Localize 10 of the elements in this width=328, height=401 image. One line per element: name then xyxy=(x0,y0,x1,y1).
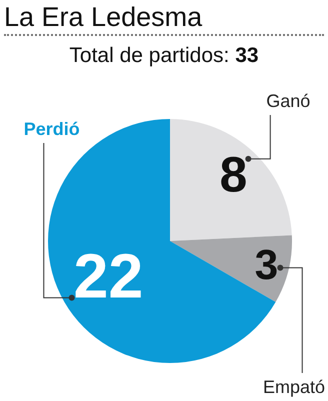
pie-slice xyxy=(170,235,292,302)
pie-slice xyxy=(170,119,292,241)
slice-label: Ganó xyxy=(266,91,310,111)
chart-subtitle: Total de partidos: 33 xyxy=(68,44,260,69)
data-label: 8 xyxy=(220,146,248,203)
slice-label: Empató xyxy=(262,377,326,397)
chart-title: La Era Ledesma xyxy=(3,1,204,34)
data-label: 3 xyxy=(254,240,278,288)
data-label: 22 xyxy=(74,242,144,312)
slice-label: Perdió xyxy=(24,119,80,139)
